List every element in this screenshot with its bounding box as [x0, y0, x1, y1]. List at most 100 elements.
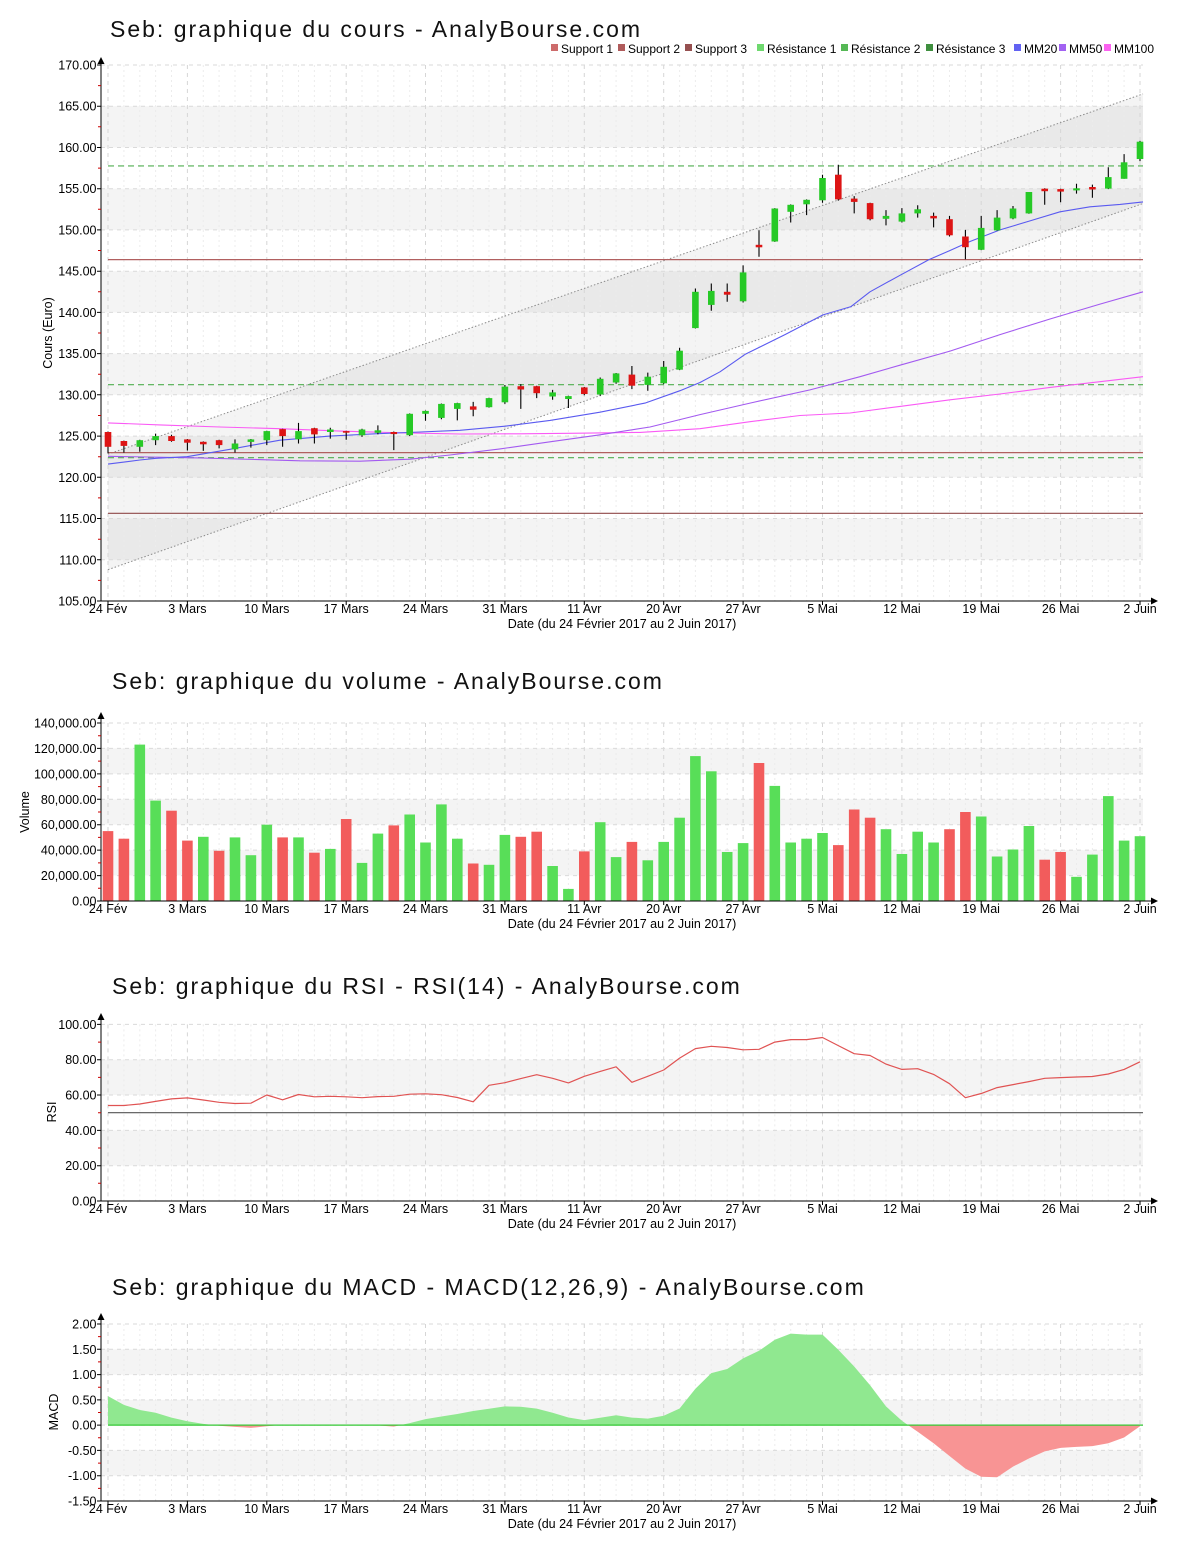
- svg-text:60,000.00: 60,000.00: [41, 818, 97, 832]
- svg-text:24 Mars: 24 Mars: [403, 1202, 448, 1216]
- svg-text:2 Juin: 2 Juin: [1123, 902, 1156, 916]
- svg-text:5 Mai: 5 Mai: [807, 602, 838, 616]
- svg-text:170.00: 170.00: [58, 59, 96, 73]
- svg-text:MACD: MACD: [47, 1394, 61, 1431]
- svg-text:Cours (Euro): Cours (Euro): [41, 297, 55, 369]
- svg-text:10 Mars: 10 Mars: [244, 602, 289, 616]
- svg-text:20.00: 20.00: [65, 1159, 96, 1173]
- svg-text:26 Mai: 26 Mai: [1042, 1202, 1080, 1216]
- svg-text:100,000.00: 100,000.00: [34, 767, 97, 781]
- svg-text:17 Mars: 17 Mars: [324, 902, 369, 916]
- svg-text:-1.00: -1.00: [68, 1469, 97, 1483]
- svg-text:Support 2: Support 2: [628, 42, 680, 56]
- svg-text:2 Juin: 2 Juin: [1123, 602, 1156, 616]
- svg-text:24 Fév: 24 Fév: [89, 602, 128, 616]
- svg-text:10 Mars: 10 Mars: [244, 902, 289, 916]
- svg-text:Seb: graphique du cours - Anal: Seb: graphique du cours - AnalyBourse.co…: [110, 16, 642, 42]
- svg-text:11 Avr: 11 Avr: [567, 902, 601, 916]
- svg-text:10 Mars: 10 Mars: [244, 1502, 289, 1516]
- svg-text:31 Mars: 31 Mars: [482, 1202, 527, 1216]
- svg-text:2 Juin: 2 Juin: [1123, 1202, 1156, 1216]
- svg-text:Résistance 2: Résistance 2: [851, 42, 921, 56]
- svg-text:26 Mai: 26 Mai: [1042, 602, 1080, 616]
- svg-text:105.00: 105.00: [58, 595, 96, 609]
- svg-text:-0.50: -0.50: [68, 1444, 97, 1458]
- svg-text:2 Juin: 2 Juin: [1123, 1502, 1156, 1516]
- svg-text:80.00: 80.00: [65, 1053, 96, 1067]
- svg-text:135.00: 135.00: [58, 347, 96, 361]
- svg-text:100.00: 100.00: [58, 1018, 96, 1032]
- svg-text:27 Avr: 27 Avr: [725, 602, 760, 616]
- svg-text:120,000.00: 120,000.00: [34, 742, 97, 756]
- svg-text:0.00: 0.00: [72, 895, 96, 909]
- svg-text:12 Mai: 12 Mai: [883, 1502, 921, 1516]
- svg-text:40,000.00: 40,000.00: [41, 844, 97, 858]
- svg-text:11 Avr: 11 Avr: [567, 602, 601, 616]
- svg-text:10 Mars: 10 Mars: [244, 1202, 289, 1216]
- svg-text:3 Mars: 3 Mars: [168, 1202, 206, 1216]
- svg-text:20 Avr: 20 Avr: [646, 902, 681, 916]
- svg-text:MM100: MM100: [1114, 42, 1154, 56]
- svg-text:115.00: 115.00: [59, 512, 96, 526]
- svg-text:31 Mars: 31 Mars: [482, 1502, 527, 1516]
- svg-text:19 Mai: 19 Mai: [962, 1502, 1000, 1516]
- svg-text:24 Mars: 24 Mars: [403, 902, 448, 916]
- svg-text:19 Mai: 19 Mai: [962, 1202, 1000, 1216]
- svg-text:17 Mars: 17 Mars: [324, 602, 369, 616]
- svg-text:20,000.00: 20,000.00: [41, 869, 97, 883]
- svg-text:24 Fév: 24 Fév: [89, 1502, 128, 1516]
- svg-text:31 Mars: 31 Mars: [482, 902, 527, 916]
- svg-text:Date (du 24 Février 2017 au 2: Date (du 24 Février 2017 au 2 Juin 2017): [508, 1217, 737, 1231]
- svg-text:11 Avr: 11 Avr: [567, 1202, 601, 1216]
- svg-text:24 Fév: 24 Fév: [89, 902, 128, 916]
- svg-text:0.00: 0.00: [72, 1195, 96, 1209]
- svg-text:80,000.00: 80,000.00: [41, 793, 97, 807]
- svg-text:RSI: RSI: [45, 1102, 59, 1123]
- svg-text:Date (du 24 Février 2017 au 2: Date (du 24 Février 2017 au 2 Juin 2017): [508, 917, 737, 931]
- svg-text:24 Fév: 24 Fév: [89, 1202, 128, 1216]
- svg-text:Résistance 3: Résistance 3: [936, 42, 1006, 56]
- svg-text:Seb: graphique du MACD - MACD(: Seb: graphique du MACD - MACD(12,26,9) -…: [112, 1274, 866, 1300]
- svg-text:5 Mai: 5 Mai: [807, 1502, 838, 1516]
- svg-text:-1.50: -1.50: [68, 1495, 97, 1509]
- svg-text:140.00: 140.00: [58, 306, 96, 320]
- svg-text:120.00: 120.00: [58, 471, 96, 485]
- svg-text:12 Mai: 12 Mai: [883, 1202, 921, 1216]
- svg-text:17 Mars: 17 Mars: [324, 1202, 369, 1216]
- svg-text:0.00: 0.00: [72, 1419, 96, 1433]
- svg-text:165.00: 165.00: [58, 100, 96, 114]
- svg-text:20 Avr: 20 Avr: [646, 602, 681, 616]
- svg-text:155.00: 155.00: [58, 182, 96, 196]
- svg-text:150.00: 150.00: [58, 223, 96, 237]
- svg-text:110.00: 110.00: [59, 553, 96, 567]
- svg-text:20 Avr: 20 Avr: [646, 1502, 681, 1516]
- svg-text:3 Mars: 3 Mars: [168, 902, 206, 916]
- svg-text:19 Mai: 19 Mai: [962, 602, 1000, 616]
- svg-text:0.50: 0.50: [72, 1393, 96, 1407]
- svg-text:Date (du 24 Février 2017 au 2: Date (du 24 Février 2017 au 2 Juin 2017): [508, 1517, 737, 1531]
- svg-text:Date (du 24 Février 2017 au 2: Date (du 24 Février 2017 au 2 Juin 2017): [508, 617, 737, 631]
- svg-text:Seb: graphique du RSI - RSI(14: Seb: graphique du RSI - RSI(14) - AnalyB…: [112, 973, 742, 999]
- svg-text:11 Avr: 11 Avr: [567, 1502, 601, 1516]
- svg-text:60.00: 60.00: [65, 1089, 96, 1103]
- svg-text:Résistance 1: Résistance 1: [767, 42, 837, 56]
- svg-text:12 Mai: 12 Mai: [883, 602, 921, 616]
- svg-text:1.50: 1.50: [72, 1343, 96, 1357]
- svg-text:5 Mai: 5 Mai: [807, 1202, 838, 1216]
- svg-text:20 Avr: 20 Avr: [646, 1202, 681, 1216]
- svg-text:26 Mai: 26 Mai: [1042, 1502, 1080, 1516]
- svg-text:Support 3: Support 3: [695, 42, 747, 56]
- svg-text:26 Mai: 26 Mai: [1042, 902, 1080, 916]
- svg-text:Support 1: Support 1: [561, 42, 613, 56]
- svg-text:145.00: 145.00: [58, 265, 96, 279]
- svg-text:27 Avr: 27 Avr: [725, 902, 760, 916]
- svg-text:2.00: 2.00: [72, 1318, 96, 1332]
- svg-text:1.00: 1.00: [72, 1368, 96, 1382]
- svg-text:27 Avr: 27 Avr: [725, 1202, 760, 1216]
- svg-text:31 Mars: 31 Mars: [482, 602, 527, 616]
- svg-text:3 Mars: 3 Mars: [168, 1502, 206, 1516]
- svg-text:40.00: 40.00: [65, 1124, 96, 1138]
- svg-text:24 Mars: 24 Mars: [403, 602, 448, 616]
- svg-text:27 Avr: 27 Avr: [725, 1502, 760, 1516]
- svg-text:5 Mai: 5 Mai: [807, 902, 838, 916]
